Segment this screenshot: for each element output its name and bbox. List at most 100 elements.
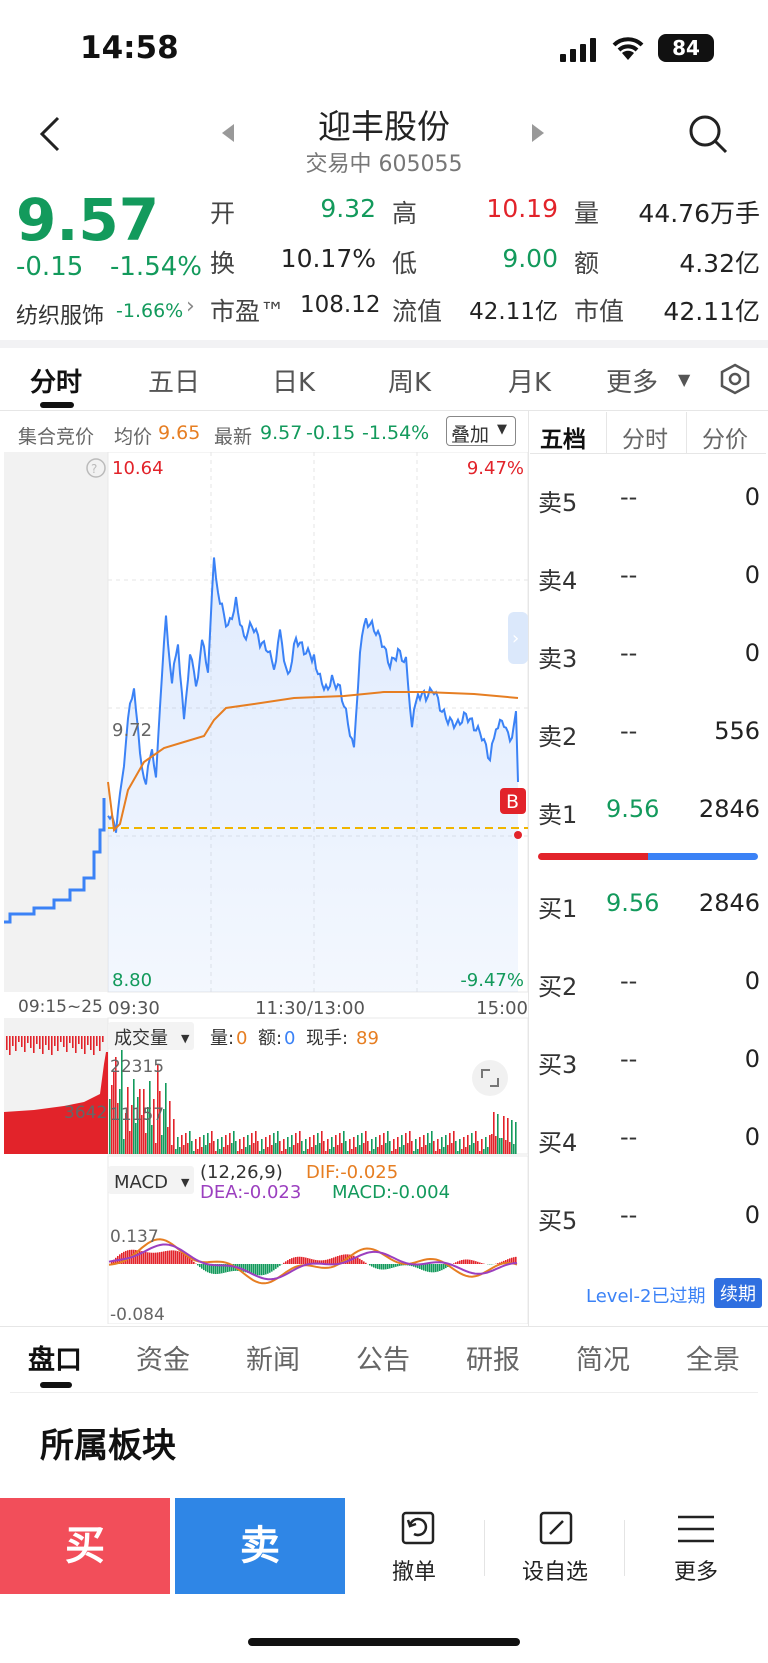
volume-bar [231, 1143, 233, 1154]
divider [686, 412, 687, 454]
volume-bar [267, 1147, 269, 1154]
tab-monthly-k[interactable]: 月K [508, 368, 552, 398]
macd-bar [365, 1262, 367, 1264]
buy-signal-badge[interactable] [500, 788, 526, 814]
cancel-order-button[interactable]: 撤单 [376, 1506, 460, 1590]
high-value: 10.19 [486, 194, 558, 223]
volume-bar [265, 1137, 267, 1154]
ask-row: 卖2 -- 556 [538, 717, 760, 757]
volume-bar [311, 1147, 313, 1154]
tab-news[interactable]: 新闻 [246, 1345, 300, 1376]
tab-price-dist[interactable]: 分价 [702, 427, 748, 453]
volume-bar [259, 1151, 261, 1154]
macd-bar [245, 1264, 247, 1273]
overlay-dropdown[interactable]: 叠加 ▼ [446, 416, 516, 446]
macd-bar [243, 1264, 245, 1272]
tab-overview[interactable]: 全景 [686, 1345, 740, 1376]
prev-stock-icon[interactable] [220, 122, 236, 144]
sector-name[interactable]: 纺织服饰 [16, 304, 105, 329]
renew-button[interactable]: 续期 [714, 1278, 762, 1308]
chart-settings-icon[interactable] [718, 362, 752, 396]
macd-bar [185, 1255, 187, 1264]
tab-intraday[interactable]: 分时 [30, 368, 83, 398]
macd-bar [395, 1264, 397, 1267]
stock-name: 迎丰股份 [318, 107, 450, 146]
auction-volume-tick [12, 1036, 14, 1046]
auction-volume-tick [15, 1036, 17, 1051]
macd-bar [163, 1251, 165, 1264]
expand-icon[interactable] [472, 1060, 508, 1096]
volume-bar [239, 1139, 241, 1154]
macd-bar [169, 1250, 171, 1264]
sell-button[interactable]: 卖 [175, 1498, 345, 1594]
macd-bar [313, 1259, 315, 1264]
macd-bar [297, 1256, 299, 1264]
macd-bar [223, 1264, 225, 1273]
auction-volume-tick [27, 1036, 29, 1043]
macd-bar [263, 1264, 265, 1275]
side-panel-toggle[interactable] [508, 612, 528, 664]
volume-bar [305, 1139, 307, 1154]
tab-orderbook[interactable]: 盘口 [28, 1345, 82, 1376]
time-axis-open: 09:30 [108, 998, 160, 1019]
macd-bar [165, 1251, 167, 1264]
tab-five-levels[interactable]: 五档 [540, 427, 586, 453]
tab-announcements[interactable]: 公告 [356, 1345, 410, 1376]
mcap-label: 市值 [574, 297, 625, 326]
macd-bar [175, 1250, 177, 1264]
tab-daily-k[interactable]: 日K [272, 368, 316, 398]
macd-indicator-dropdown[interactable] [108, 1166, 194, 1194]
macd-bar [221, 1264, 223, 1274]
macd-bar [481, 1263, 483, 1264]
next-stock-icon[interactable] [530, 122, 546, 144]
cancel-order-label: 撤单 [392, 1560, 437, 1585]
macd-axis-max: 0.137 [110, 1227, 159, 1247]
add-watchlist-button[interactable]: 设自选 [514, 1506, 598, 1590]
volume-indicator-dropdown[interactable] [108, 1022, 194, 1050]
low-label: 低 [392, 249, 418, 278]
tab-more[interactable]: 更多 [606, 368, 659, 398]
macd-bar [229, 1264, 231, 1272]
bid-price: -- [620, 1123, 638, 1151]
more-actions-button[interactable]: 更多 [654, 1506, 738, 1590]
macd-bar [247, 1264, 249, 1273]
macd-bar [477, 1261, 479, 1264]
back-icon[interactable] [36, 112, 66, 156]
stock-code: 交易中 605055 [305, 152, 463, 177]
intraday-chart: B › ? 10.64 9.72 8.80 9.47% -9.47% 09:15… [4, 452, 528, 1324]
price-fill [108, 557, 518, 992]
macd-bar [453, 1263, 455, 1264]
tab-ticks[interactable]: 分时 [622, 427, 668, 453]
sector-chevron-icon[interactable]: › [186, 294, 195, 319]
macd-bar [455, 1262, 457, 1264]
volume-bar [393, 1139, 395, 1154]
macd-bar [275, 1264, 277, 1269]
volume-bar [287, 1137, 289, 1154]
macd-bar [467, 1259, 469, 1264]
tab-capital[interactable]: 资金 [136, 1345, 190, 1376]
macd-bar [303, 1257, 305, 1264]
volume-bar [119, 1089, 121, 1154]
volume-bar [327, 1139, 329, 1154]
tab-five-day[interactable]: 五日 [148, 368, 201, 398]
tab-more-caret-icon[interactable]: ▼ [678, 370, 691, 389]
tab-weekly-k[interactable]: 周K [388, 368, 432, 398]
macd-value: MACD:-0.004 [332, 1182, 450, 1203]
help-icon[interactable] [86, 458, 106, 478]
buy-button[interactable]: 买 [0, 1498, 170, 1594]
volume-bar [297, 1143, 299, 1154]
macd-bar [513, 1257, 515, 1264]
search-icon[interactable] [686, 112, 730, 156]
macd-bar [217, 1264, 219, 1274]
macd-bar [305, 1257, 307, 1264]
tab-profile[interactable]: 简况 [576, 1345, 630, 1376]
macd-bar [465, 1259, 467, 1264]
volume-bar [475, 1131, 477, 1154]
ask-volume: 2846 [698, 795, 760, 823]
bid-label: 买5 [538, 1207, 578, 1235]
volume-bar [435, 1151, 437, 1154]
macd-bar [435, 1264, 437, 1273]
auction-volume-tick [69, 1036, 71, 1043]
tab-research[interactable]: 研报 [466, 1345, 520, 1376]
float-value: 42.11亿 [469, 299, 558, 325]
